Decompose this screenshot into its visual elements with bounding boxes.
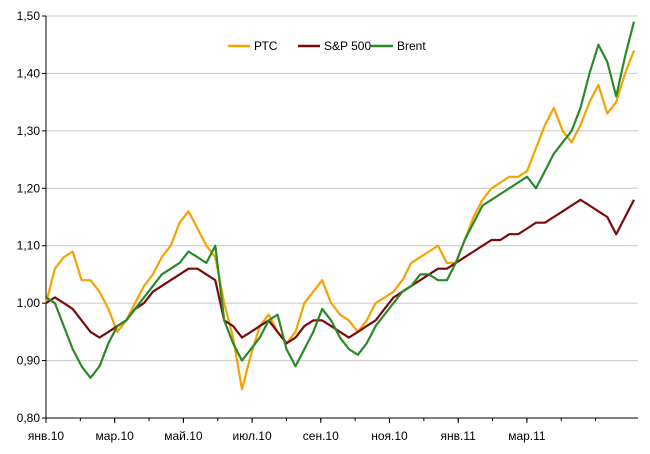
y-tick-label: 0,90 — [17, 354, 41, 368]
legend-label: Brent — [397, 39, 426, 53]
legend-label: S&P 500 — [324, 39, 371, 53]
x-tick-label: июл.10 — [233, 429, 272, 443]
series-line — [44, 50, 636, 391]
axes — [45, 16, 638, 419]
x-tick-label: янв.11 — [441, 429, 477, 443]
y-tick-label: 1,00 — [17, 296, 41, 310]
y-tick-label: 1,20 — [17, 181, 41, 195]
x-tick-label: май.10 — [164, 429, 203, 443]
legend: РТС S&P 500 Brent — [228, 39, 426, 53]
series-lines — [44, 21, 636, 391]
y-tick-label: 1,10 — [17, 239, 41, 253]
y-tick-label: 1,40 — [17, 66, 41, 80]
gridlines — [46, 15, 638, 419]
y-tick-label: 0,80 — [17, 411, 41, 425]
x-tick-label: янв.10 — [28, 429, 65, 443]
x-tick-label: мар.10 — [96, 429, 135, 443]
x-tick-label: мар.11 — [508, 429, 546, 443]
x-tick-label: сен.10 — [303, 429, 339, 443]
series-line — [45, 21, 636, 379]
x-axis-ticks: янв.10 мар.10 май.10 июл.10 сен.10 ноя.10 янв.… — [28, 418, 597, 443]
y-tick-label: 1,50 — [17, 9, 41, 23]
y-tick-label: 1,30 — [17, 124, 41, 138]
legend-label: РТС — [254, 39, 278, 53]
x-tick-label: ноя.10 — [371, 429, 408, 443]
y-axis-ticks: 0,80 0,90 1,00 1,10 1,20 1,30 1,40 1,50 — [17, 9, 46, 425]
series-line — [45, 198, 635, 345]
